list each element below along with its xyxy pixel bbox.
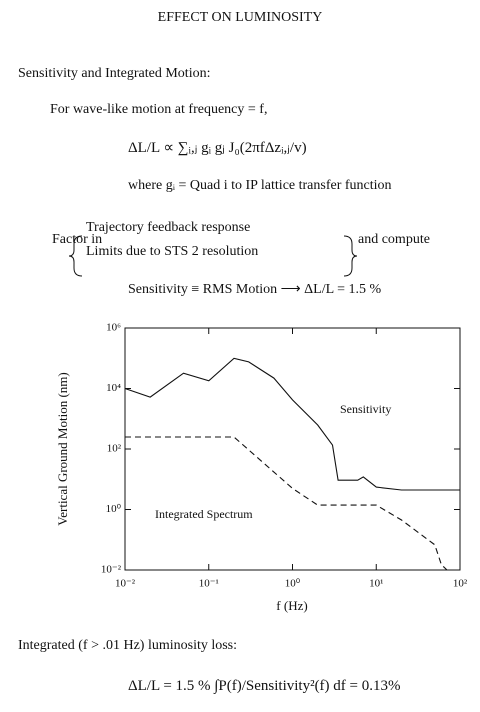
wave-line: For wave-like motion at frequency = f,	[50, 102, 268, 117]
series-line	[124, 357, 460, 491]
y-tick-label: 10²	[107, 443, 122, 455]
where-line: where gᵢ = Quad i to IP lattice transfer…	[128, 178, 392, 193]
title: EFFECT ON LUMINOSITY	[157, 10, 323, 25]
sensitivity-line: Sensitivity ≡ RMS Motion ⟶ ΔL/L = 1.5 %	[128, 282, 382, 297]
x-tick-label: 10⁻¹	[199, 578, 219, 590]
y-axis-label: Vertical Ground Motion (nm)	[55, 372, 70, 525]
factor-in: Factor in	[52, 232, 103, 247]
equation: ΔL/L = 1.5 % ∫P(f)/Sensitivity²(f) df = …	[128, 678, 401, 694]
y-tick-label: 10⁶	[106, 322, 121, 334]
integrated-line: Integrated (f > .01 Hz) luminosity loss:	[18, 638, 238, 653]
factor-item: Limits due to STS 2 resolution	[86, 244, 259, 259]
x-tick-label: 10²	[453, 578, 468, 590]
factor-item: Trajectory feedback response	[86, 220, 251, 235]
heading: Sensitivity and Integrated Motion:	[18, 66, 211, 81]
series-label: Sensitivity	[340, 402, 391, 416]
left-brace	[68, 235, 83, 277]
y-tick-label: 10⁰	[106, 503, 122, 515]
equation: ΔL/L ∝ ∑ᵢ,ⱼ gᵢ gⱼ J₀(2πfΔzᵢ,ⱼ/v)	[128, 140, 307, 156]
y-tick-label: 10⁻²	[101, 564, 122, 576]
series-label: Integrated Spectrum	[155, 507, 253, 521]
and-compute: and compute	[358, 232, 430, 247]
x-tick-label: 10⁻²	[115, 578, 136, 590]
plot-frame	[124, 327, 461, 571]
x-axis-label: f (Hz)	[276, 598, 307, 613]
x-tick-label: 10¹	[369, 578, 383, 590]
y-tick-label: 10⁴	[106, 382, 121, 394]
x-tick-label: 10⁰	[285, 578, 301, 590]
series-line	[125, 436, 448, 571]
right-brace	[343, 235, 358, 277]
